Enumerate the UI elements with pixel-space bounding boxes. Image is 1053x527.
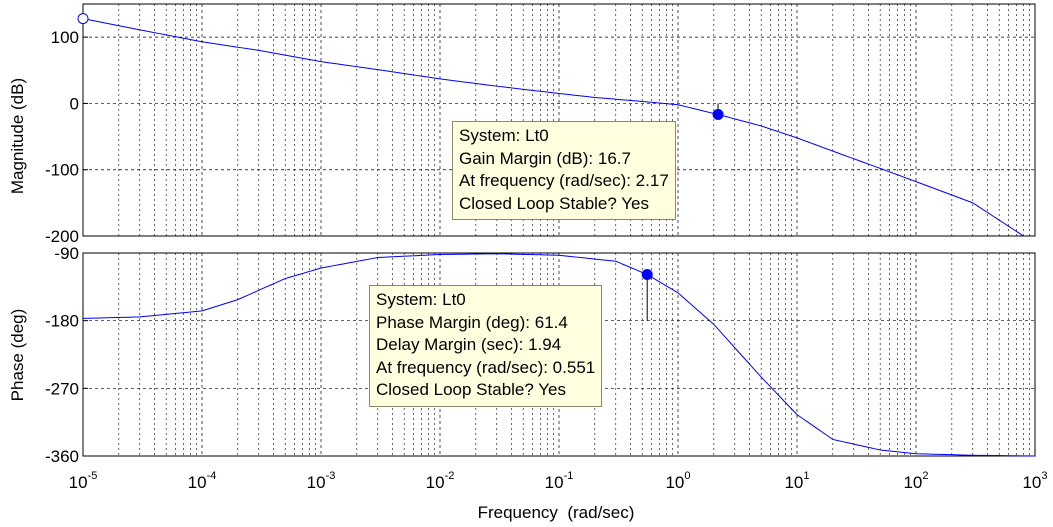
- phase-tip-phase-margin: Phase Margin (deg): 61.4: [376, 312, 568, 332]
- magnitude-axes: [82, 3, 1036, 237]
- x-tick-base: 10: [665, 473, 684, 492]
- x-tick-label: 10-2: [426, 470, 455, 492]
- phase-y-axis-label: Phase (deg): [8, 309, 27, 402]
- phase-tip-system: System: Lt0: [376, 290, 466, 309]
- magnitude-y-tick-label: -100: [45, 161, 79, 180]
- x-axis-ticks: 10-5 10-4 10-3 10-2 10-1 100 101 102 103: [69, 470, 1048, 492]
- x-tick-exponent: -3: [326, 470, 336, 482]
- phase-y-ticks: -90 -180 -270 -360: [45, 244, 88, 466]
- magnitude-y-ticks: 100 0 -100 -200: [45, 28, 88, 246]
- x-tick-base: 10: [426, 473, 445, 492]
- x-tick-label: 10-1: [545, 470, 574, 492]
- x-tick-exponent: 2: [922, 470, 928, 482]
- x-tick-base: 10: [784, 473, 803, 492]
- magnitude-y-tick-label: 100: [51, 28, 79, 47]
- phase-margin-marker[interactable]: [641, 269, 653, 281]
- x-tick-base: 10: [69, 473, 88, 492]
- x-tick-label: 10-4: [188, 470, 217, 492]
- gain-tip-gain-margin: Gain Margin (dB): 16.7: [459, 148, 631, 168]
- gain-tip-stable: Closed Loop Stable? Yes: [459, 193, 649, 213]
- x-tick-exponent: 0: [684, 470, 690, 482]
- x-tick-base: 10: [307, 473, 326, 492]
- x-tick-base: 10: [1022, 473, 1041, 492]
- phase-y-tick-label: -180: [45, 312, 79, 331]
- gain-margin-datatip[interactable]: System: Lt0 Gain Margin (dB): 16.7 At fr…: [452, 121, 676, 220]
- gain-tip-frequency: At frequency (rad/sec): 2.17: [459, 171, 669, 190]
- x-tick-exponent: 1: [803, 470, 809, 482]
- phase-curve: [82, 253, 1036, 457]
- gain-margin-marker[interactable]: [712, 108, 724, 120]
- magnitude-start-marker: [77, 13, 89, 25]
- x-tick-label: 10-5: [69, 470, 98, 492]
- x-tick-label: 101: [784, 470, 809, 492]
- x-tick-base: 10: [188, 473, 207, 492]
- phase-axes: [82, 252, 1036, 457]
- x-tick-exponent: 3: [1041, 470, 1047, 482]
- magnitude-y-axis-label: Magnitude (dB): [8, 78, 27, 194]
- x-tick-exponent: -2: [445, 470, 455, 482]
- phase-y-tick-label: -270: [45, 379, 79, 398]
- magnitude-grid: [82, 4, 1036, 237]
- magnitude-y-tick-label: -200: [45, 227, 79, 246]
- magnitude-y-tick-label: 0: [70, 94, 79, 113]
- x-tick-label: 102: [903, 470, 928, 492]
- phase-tip-delay-margin: Delay Margin (sec): 1.94: [376, 335, 562, 354]
- x-tick-base: 10: [545, 473, 564, 492]
- x-tick-base: 10: [903, 473, 922, 492]
- phase-y-tick-label: -90: [54, 244, 79, 263]
- phase-y-tick-label: -360: [45, 447, 79, 466]
- gain-tip-system: System: Lt0: [459, 126, 549, 145]
- x-axis-label: Frequency (rad/sec): [478, 503, 635, 522]
- x-tick-exponent: -4: [207, 470, 217, 482]
- x-tick-label: 10-3: [307, 470, 336, 492]
- x-tick-label: 103: [1022, 470, 1047, 492]
- phase-margin-datatip[interactable]: System: Lt0 Phase Margin (deg): 61.4 Del…: [369, 285, 603, 407]
- phase-tip-frequency: At frequency (rad/sec): 0.551: [376, 357, 596, 377]
- phase-tip-stable: Closed Loop Stable? Yes: [376, 380, 566, 399]
- magnitude-curve: [82, 18, 1024, 237]
- x-tick-exponent: -5: [88, 470, 98, 482]
- x-tick-label: 100: [665, 470, 690, 492]
- x-tick-exponent: -1: [564, 470, 574, 482]
